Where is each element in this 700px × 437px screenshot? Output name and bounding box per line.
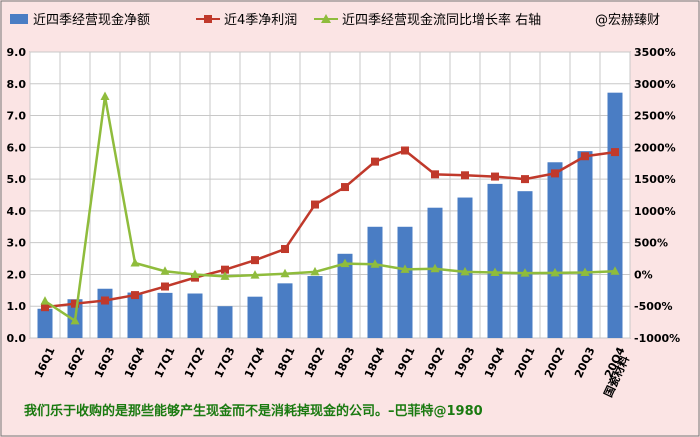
right-tick-label: 500% (634, 237, 668, 250)
right-tick-label: 2500% (634, 110, 676, 123)
profit-point (431, 170, 439, 179)
left-tick-label: 0.0 (7, 332, 27, 345)
profit-point (131, 291, 139, 300)
growth-point (340, 258, 350, 268)
bar (247, 296, 263, 338)
bar (157, 292, 173, 338)
bar (337, 253, 353, 338)
left-tick-label: 9.0 (7, 46, 27, 59)
profit-point (71, 299, 79, 308)
legend-growth-label: 近四季经营现金流同比增长率 右轴 (342, 12, 541, 28)
bar (277, 283, 293, 338)
legend: 近四季经营现金净额 近4季净利润 近四季经营现金流同比增长率 右轴 @宏赫臻财 (10, 12, 660, 28)
right-tick-label: -1000% (634, 332, 680, 345)
bar (37, 308, 53, 338)
profit-point (371, 157, 379, 166)
profit-point (581, 152, 589, 161)
growth-point (310, 266, 320, 276)
profit-point (401, 146, 409, 155)
left-tick-label: 2.0 (7, 268, 27, 281)
bar (367, 226, 383, 338)
bar (517, 191, 533, 338)
growth-point (490, 267, 500, 277)
left-axis: 0.0 1.0 2.0 3.0 4.0 5.0 6.0 7.0 8.0 9.0 (7, 46, 27, 345)
profit-point (341, 183, 349, 192)
profit-point (221, 265, 229, 274)
right-axis: -1000% -500% 0% 500% 1000% 1500% 2000% 2500% 300… (634, 46, 680, 345)
growth-point (220, 271, 230, 280)
left-tick-label: 6.0 (7, 141, 27, 154)
legend-profit-marker (204, 15, 212, 23)
legend-growth-marker (321, 14, 331, 23)
growth-point (610, 266, 620, 275)
profit-point (311, 200, 319, 209)
growth-point (130, 258, 140, 267)
growth-point (550, 267, 560, 277)
bar (487, 183, 503, 338)
profit-point (281, 245, 289, 254)
profit-point (251, 256, 259, 265)
profit-point (521, 175, 529, 184)
right-tick-label: 0% (634, 268, 653, 281)
growth-point (250, 270, 260, 279)
right-tick-label: 3000% (634, 78, 676, 91)
profit-point (161, 282, 169, 291)
growth-point (190, 269, 200, 278)
profit-point (491, 172, 499, 181)
profit-point (41, 303, 49, 312)
right-tick-label: 2000% (634, 141, 676, 154)
bar (187, 293, 203, 338)
profit-line (44, 149, 616, 309)
bar (97, 288, 113, 338)
growth-point (430, 263, 440, 273)
bar (547, 162, 563, 338)
growth-point (460, 266, 470, 276)
buffett-quote: 我们乐于收购的是那些能够产生现金而不是消耗掉现金的公司。–巴菲特@1980 (24, 404, 483, 419)
bar (427, 207, 443, 338)
growth-point (520, 268, 530, 277)
legend-bar-swatch (10, 14, 28, 24)
growth-point (400, 264, 410, 273)
legend-watermark: @宏赫臻财 (595, 13, 660, 28)
left-tick-label: 1.0 (7, 300, 27, 313)
bar (607, 92, 623, 338)
legend-bar-label: 近四季经营现金净额 (33, 12, 150, 28)
legend-profit-label: 近4季净利润 (224, 13, 297, 28)
profit-point (611, 148, 619, 157)
growth-point (70, 315, 80, 325)
profit-point (461, 171, 469, 180)
bar (397, 226, 413, 338)
bar (127, 292, 143, 338)
profit-point (551, 169, 559, 178)
bar (217, 306, 233, 338)
left-tick-label: 4.0 (7, 205, 27, 218)
growth-point (100, 91, 110, 100)
right-tick-label: -500% (634, 300, 673, 313)
growth-point (40, 296, 50, 305)
growth-line (44, 95, 616, 323)
right-tick-label: 1500% (634, 173, 676, 186)
line-series (40, 91, 620, 325)
bar (577, 151, 593, 338)
right-tick-label: 3500% (634, 46, 676, 59)
growth-point (580, 267, 590, 277)
growth-point (280, 268, 290, 278)
left-tick-label: 8.0 (7, 78, 27, 91)
growth-point (370, 259, 380, 268)
bar (307, 276, 323, 338)
left-tick-label: 7.0 (7, 110, 27, 123)
profit-point (101, 296, 109, 305)
right-tick-label: 1000% (634, 205, 676, 218)
growth-point (160, 266, 170, 275)
left-tick-label: 5.0 (7, 173, 27, 186)
left-tick-label: 3.0 (7, 237, 27, 250)
